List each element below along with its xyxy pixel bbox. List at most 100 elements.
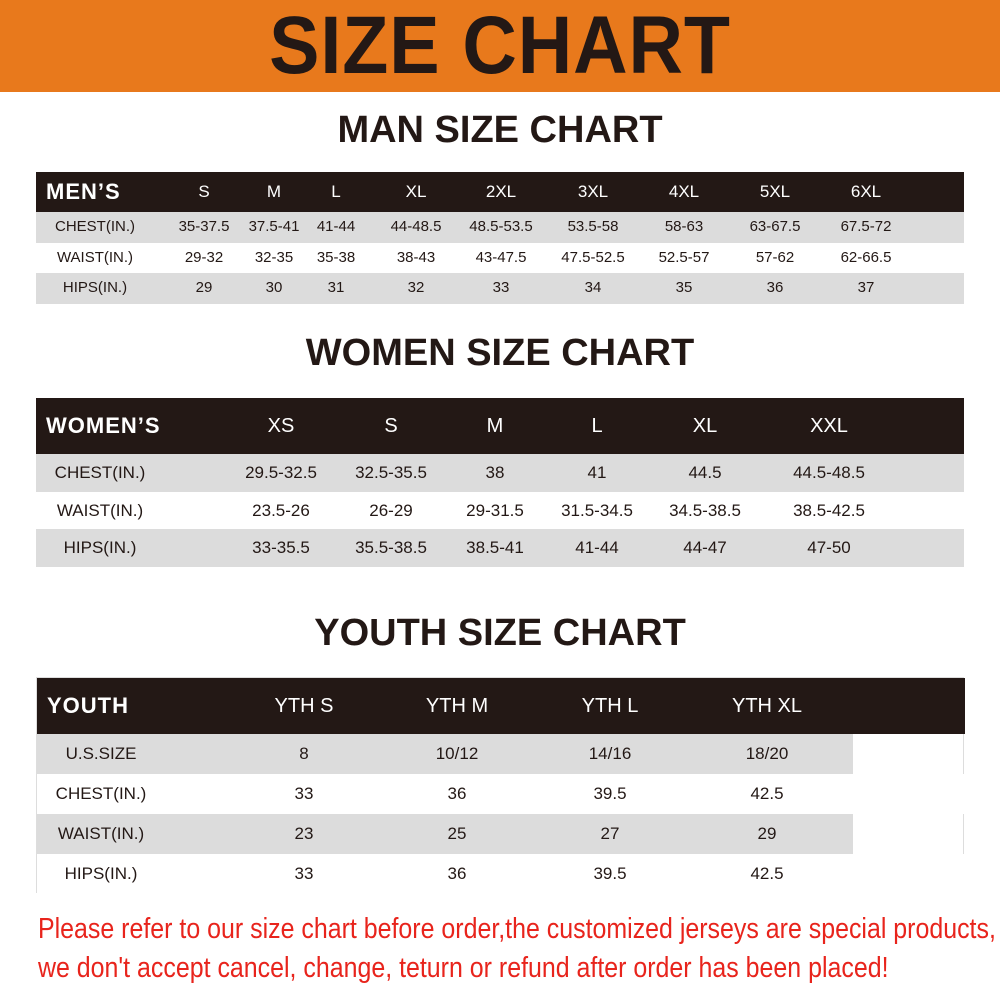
women-cell: 38 [485, 463, 505, 482]
women-row-label: WAIST(IN.) [56, 500, 144, 520]
women-cell: 29-31.5 [466, 500, 524, 520]
banner: SIZE CHART [0, 0, 1000, 92]
men-row: HIPS(IN.) 29 30 31 32 33 34 35 36 37 [36, 273, 964, 304]
men-cell: 29-32 [184, 248, 224, 266]
women-cell: 34.5-38.5 [669, 500, 741, 520]
men-row-label: CHEST(IN.) [55, 218, 135, 235]
youth-header-label: YOUTH [47, 693, 129, 718]
women-size-header: S [384, 415, 398, 437]
youth-cell: 14/16 [588, 744, 632, 763]
youth-size-header: YTH L [581, 695, 639, 717]
men-cell: 48.5-53.5 [469, 218, 533, 235]
women-row-label: HIPS(IN.) [63, 538, 137, 557]
men-size-table: MEN’S S M L XL 2XL 3XL 4XL 5XL 6XL CHEST(IN.) 35-37… [36, 172, 964, 304]
youth-size-header: YTH XL [731, 695, 803, 717]
women-cell: 44-47 [683, 538, 727, 557]
men-cell: 35-37.5 [178, 218, 230, 235]
women-cell: 26-29 [369, 500, 413, 520]
women-header-row: WOMEN’S XS S M L XL XXL [36, 398, 964, 454]
youth-cell: 36 [447, 784, 467, 803]
youth-cell: 42.5 [750, 864, 784, 883]
men-size-header: 3XL [577, 182, 609, 201]
youth-row-label: HIPS(IN.) [64, 864, 138, 883]
men-cell: 33 [492, 279, 510, 296]
men-cell: 35 [675, 279, 693, 296]
men-size-header: 6XL [850, 182, 882, 201]
youth-row-label: U.S.SIZE [65, 744, 137, 763]
youth-row: CHEST(IN.) 33 36 39.5 42.5 [37, 774, 965, 814]
men-cell: 32 [407, 279, 425, 296]
women-size-table: WOMEN’S XS S M L XL XXL CHEST(IN.) 29.5-32.5 32.5… [36, 398, 964, 567]
men-size-header: 4XL [668, 182, 700, 201]
women-cell: 44.5 [688, 463, 722, 482]
men-row: CHEST(IN.) 35-37.5 37.5-41 41-44 44-48.5 48.5… [36, 212, 964, 243]
men-cell: 58-63 [664, 218, 704, 235]
men-cell: 36 [766, 279, 784, 296]
men-cell: 52.5-57 [658, 248, 710, 266]
men-cell: 30 [265, 279, 283, 296]
women-cell: 38.5-41 [466, 538, 524, 557]
women-size-header: M [486, 415, 504, 437]
men-cell: 37.5-41 [248, 218, 300, 235]
youth-cell: 36 [447, 864, 467, 883]
women-row: HIPS(IN.) 33-35.5 35.5-38.5 38.5-41 41-44 44-… [36, 529, 964, 567]
youth-size-header: YTH M [425, 695, 489, 717]
women-size-header: XS [267, 415, 295, 437]
women-cell: 31.5-34.5 [561, 500, 633, 520]
men-section-title: MAN SIZE CHART [337, 109, 663, 151]
men-row-label: HIPS(IN.) [62, 279, 128, 296]
men-cell: 38-43 [396, 248, 436, 266]
men-row-label: WAIST(IN.) [56, 248, 134, 266]
men-size-header: 5XL [759, 182, 791, 201]
men-cell: 63-67.5 [749, 218, 801, 235]
women-size-header: L [591, 415, 603, 437]
notice-line-2: we don't accept cancel, change, teturn o… [38, 952, 889, 984]
women-cell: 29.5-32.5 [245, 463, 317, 482]
youth-row: WAIST(IN.) 23 25 27 29 [37, 814, 853, 854]
men-cell: 35-38 [316, 248, 356, 266]
women-size-header: XXL [810, 415, 848, 437]
men-size-header: 2XL [485, 182, 517, 201]
men-row: WAIST(IN.) 29-32 32-35 35-38 38-43 43-47.5 47.… [36, 242, 964, 273]
women-section-title: WOMEN SIZE CHART [305, 332, 695, 374]
women-header-label: WOMEN’S [46, 413, 161, 438]
men-cell: 41-44 [316, 218, 356, 235]
women-cell: 44.5-48.5 [793, 463, 865, 482]
women-cell: 35.5-38.5 [355, 538, 427, 557]
men-size-header: S [198, 182, 210, 201]
youth-section-title: YOUTH SIZE CHART [314, 612, 686, 654]
women-cell: 38.5-42.5 [793, 500, 865, 520]
youth-row: U.S.SIZE 8 10/12 14/16 18/20 [37, 734, 853, 774]
women-cell: 33-35.5 [252, 538, 310, 557]
youth-cell: 8 [299, 744, 309, 763]
men-cell: 37 [857, 279, 875, 296]
men-cell: 47.5-52.5 [561, 248, 625, 266]
women-cell: 23.5-26 [252, 500, 310, 520]
men-cell: 34 [584, 279, 602, 296]
women-cell: 32.5-35.5 [355, 463, 427, 482]
youth-cell: 25 [447, 824, 467, 843]
men-cell: 43-47.5 [475, 248, 527, 266]
youth-row-label: CHEST(IN.) [55, 784, 147, 803]
youth-cell: 39.5 [593, 784, 627, 803]
women-row: CHEST(IN.) 29.5-32.5 32.5-35.5 38 41 44.5 44.5… [36, 454, 964, 492]
men-cell: 29 [195, 279, 213, 296]
youth-row-label: WAIST(IN.) [57, 824, 145, 843]
youth-cell: 27 [600, 824, 620, 843]
men-size-header: L [331, 182, 341, 201]
men-cell: 31 [327, 279, 345, 296]
women-cell: 41 [587, 463, 607, 482]
men-cell: 44-48.5 [390, 218, 442, 235]
women-size-header: XL [692, 415, 718, 437]
men-cell: 57-62 [755, 248, 795, 266]
men-cell: 67.5-72 [840, 218, 892, 235]
women-cell: 47-50 [807, 538, 851, 557]
women-row: WAIST(IN.) 23.5-26 26-29 29-31.5 31.5-34.5 34… [36, 491, 964, 529]
notice-line-1: Please refer to our size chart before or… [38, 913, 996, 945]
youth-header-row: YOUTH YTH S YTH M YTH L YTH XL [37, 678, 965, 734]
youth-cell: 23 [294, 824, 314, 843]
men-size-header: M [266, 182, 282, 201]
youth-row: HIPS(IN.) 33 36 39.5 42.5 [37, 854, 965, 894]
men-header-row: MEN’S S M L XL 2XL 3XL 4XL 5XL 6XL [36, 172, 964, 212]
youth-size-header: YTH S [274, 695, 334, 717]
